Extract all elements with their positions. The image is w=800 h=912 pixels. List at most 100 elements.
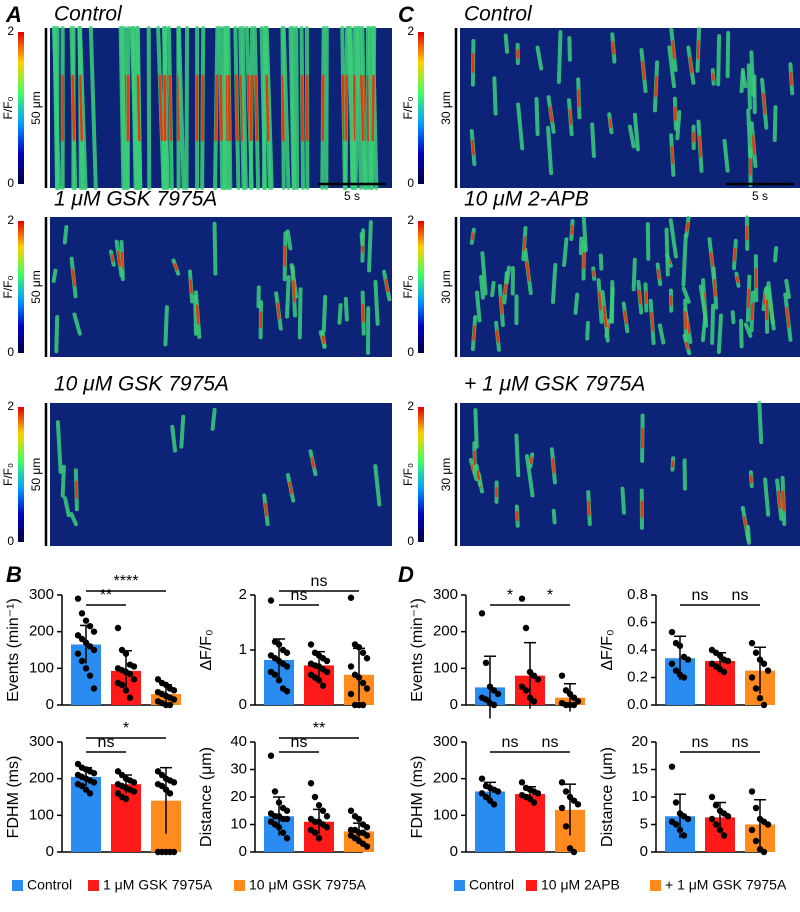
significance-label: ns bbox=[732, 734, 749, 751]
scale-bar-y-label: 30 μm bbox=[439, 458, 453, 492]
data-point bbox=[316, 677, 322, 683]
data-point bbox=[87, 790, 93, 796]
legend-swatch bbox=[234, 880, 245, 891]
significance-label: ** bbox=[313, 720, 325, 737]
colorbar-label: F/F₀ bbox=[401, 96, 415, 119]
data-point bbox=[356, 674, 362, 680]
kymograph-streak bbox=[293, 28, 295, 188]
y-tick-label: 200 bbox=[433, 770, 458, 787]
kymograph-title: Control bbox=[464, 3, 533, 26]
kymograph-streak bbox=[559, 32, 561, 82]
kymograph-streak bbox=[737, 277, 738, 282]
kymograph-streak bbox=[569, 38, 570, 60]
kymograph-streak bbox=[170, 76, 171, 140]
data-point bbox=[761, 702, 767, 708]
bar bbox=[515, 794, 545, 852]
kymograph-streak bbox=[346, 76, 347, 140]
data-point bbox=[171, 696, 177, 702]
kymograph-streak bbox=[472, 234, 473, 239]
kymograph-streak bbox=[634, 260, 635, 290]
data-point bbox=[123, 796, 129, 802]
kymograph-streak bbox=[712, 306, 713, 343]
y-tick-label: 300 bbox=[433, 733, 458, 750]
data-point bbox=[523, 687, 529, 693]
data-point bbox=[87, 623, 93, 629]
kymograph-streak bbox=[748, 527, 749, 543]
y-tick-label: 2 bbox=[239, 586, 247, 603]
y-tick-label: 5 bbox=[640, 815, 648, 832]
data-point bbox=[320, 808, 326, 814]
kymograph-streak bbox=[236, 76, 237, 140]
legend-swatch bbox=[12, 880, 23, 891]
legend-swatch bbox=[88, 880, 99, 891]
y-axis-label: ΔF/F₀ bbox=[198, 629, 215, 670]
kymograph-streak bbox=[323, 337, 324, 343]
data-point bbox=[127, 694, 133, 700]
kymograph-streak bbox=[592, 124, 594, 156]
kymograph-streak bbox=[373, 76, 374, 140]
data-point bbox=[83, 617, 89, 623]
significance-label: ns bbox=[502, 734, 519, 751]
kymograph-streak bbox=[80, 76, 82, 140]
kymograph-streak bbox=[673, 42, 675, 58]
data-point bbox=[91, 779, 97, 785]
data-point bbox=[749, 827, 755, 833]
y-axis-label: FDHM (ms) bbox=[5, 756, 22, 839]
data-point bbox=[356, 816, 362, 822]
data-point bbox=[167, 790, 173, 796]
kymograph-streak bbox=[302, 76, 303, 140]
kymograph-streak bbox=[287, 277, 289, 316]
kymograph-streak bbox=[687, 223, 688, 230]
data-point bbox=[761, 849, 767, 855]
data-point bbox=[131, 676, 137, 682]
kymograph-streak bbox=[698, 42, 699, 59]
kymograph-streak bbox=[187, 28, 188, 188]
data-point bbox=[167, 849, 173, 855]
data-point bbox=[535, 676, 541, 682]
data-point bbox=[348, 595, 354, 601]
significance-label: ns bbox=[291, 587, 308, 604]
kymograph-streak bbox=[536, 99, 537, 134]
data-point bbox=[308, 780, 314, 786]
data-point bbox=[324, 669, 330, 675]
significance-label: ns bbox=[311, 573, 328, 590]
y-tick-label: 0 bbox=[640, 843, 648, 860]
y-axis-label: Events (min⁻¹) bbox=[5, 598, 22, 702]
kymograph-streak bbox=[775, 107, 776, 140]
y-tick-label: 100 bbox=[29, 659, 54, 676]
kymograph-streak bbox=[506, 36, 507, 52]
data-point bbox=[171, 687, 177, 693]
colorbar-label: F/F₀ bbox=[401, 275, 415, 298]
y-tick-label: 200 bbox=[29, 770, 54, 787]
data-point bbox=[364, 832, 370, 838]
kymograph-streak bbox=[667, 230, 668, 275]
kymograph-streak bbox=[735, 249, 736, 260]
colorbar-tick-label: 0 bbox=[7, 534, 14, 548]
kymograph-streak bbox=[553, 265, 555, 302]
legend-swatch bbox=[526, 880, 537, 891]
kymograph-streak bbox=[748, 290, 749, 307]
kymograph-streak bbox=[221, 76, 222, 140]
kymograph-streak bbox=[55, 28, 58, 188]
legend-swatch bbox=[650, 880, 661, 891]
data-point bbox=[749, 674, 755, 680]
data-point bbox=[364, 655, 370, 661]
y-tick-label: 100 bbox=[433, 806, 458, 823]
y-tick-label: 0 bbox=[46, 696, 54, 713]
kymograph bbox=[50, 403, 392, 546]
kymograph-streak bbox=[181, 417, 183, 447]
data-point bbox=[479, 610, 485, 616]
data-point bbox=[673, 799, 679, 805]
kymograph-streak bbox=[215, 224, 216, 274]
significance-label: * bbox=[507, 587, 513, 604]
kymograph-streak bbox=[54, 271, 56, 281]
data-point bbox=[669, 764, 675, 770]
legend-label: + 1 μM GSK 7975A bbox=[665, 877, 787, 893]
kymograph-streak bbox=[375, 282, 377, 324]
legend-label: 1 μM GSK 7975A bbox=[103, 877, 213, 893]
kymograph-streak bbox=[714, 280, 715, 296]
data-point bbox=[276, 677, 282, 683]
colorbar-label: F/F₀ bbox=[1, 463, 15, 486]
data-point bbox=[316, 835, 322, 841]
